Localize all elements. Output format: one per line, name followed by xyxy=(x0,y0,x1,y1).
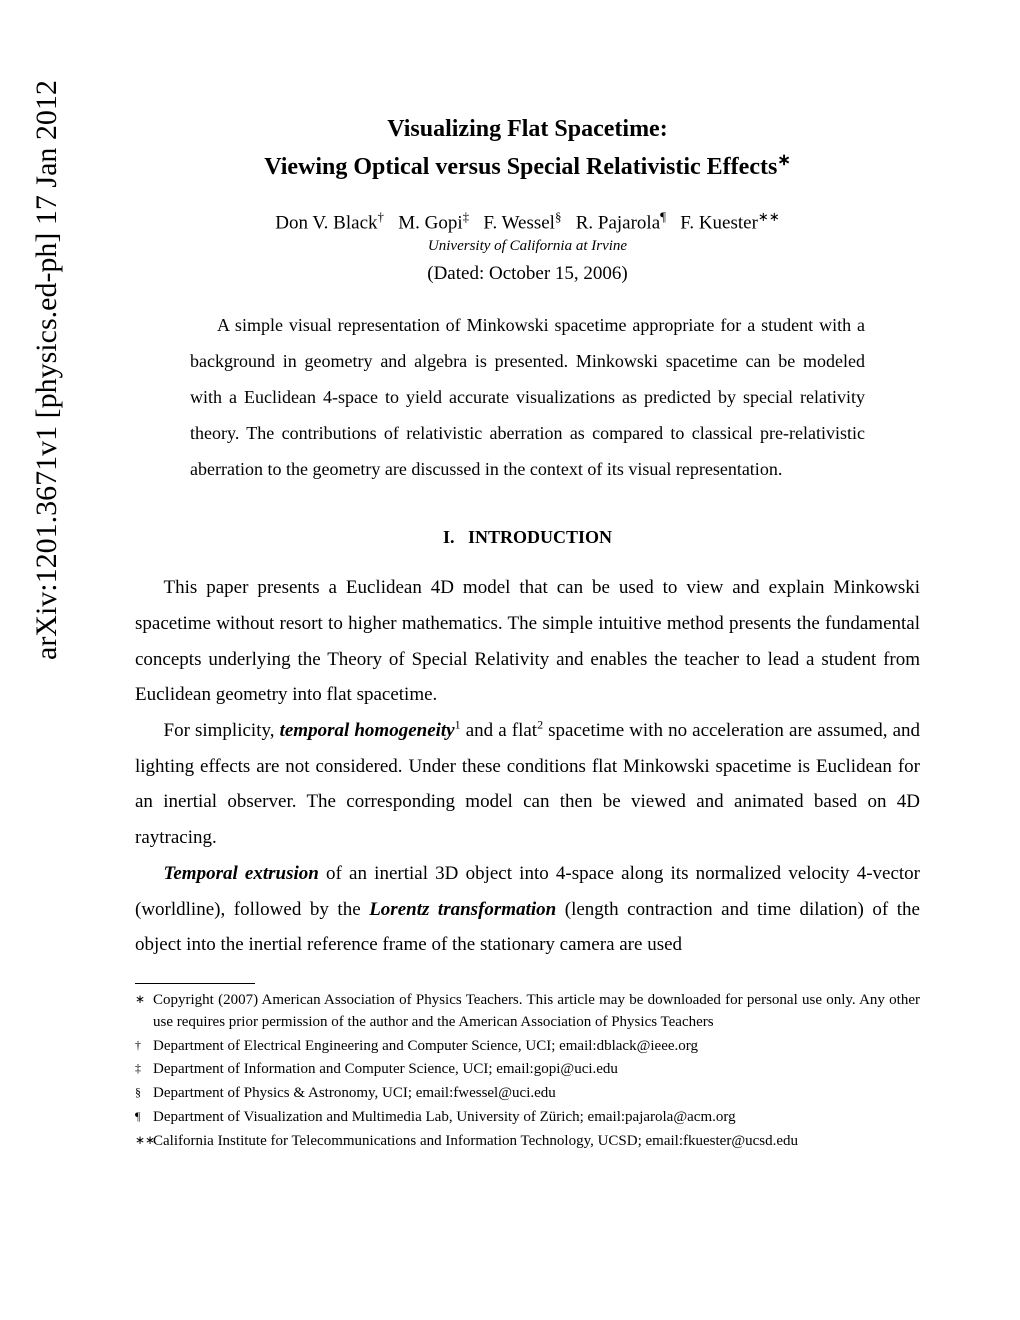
footnote-5-sym: ¶ xyxy=(135,1107,153,1129)
author-4: R. Pajarola xyxy=(576,212,660,233)
footnote-5: ¶ Department of Visualization and Multim… xyxy=(135,1107,920,1129)
section-heading: I. INTRODUCTION xyxy=(135,527,920,548)
footnote-2-text: Department of Electrical Engineering and… xyxy=(153,1036,920,1058)
footnote-6: ∗∗ California Institute for Telecommunic… xyxy=(135,1131,920,1153)
dated: (Dated: October 15, 2006) xyxy=(135,263,920,285)
author-2: M. Gopi xyxy=(398,212,462,233)
footnote-1-sym: ∗ xyxy=(135,990,153,1034)
footnote-2: † Department of Electrical Engineering a… xyxy=(135,1036,920,1058)
author-1-marker: † xyxy=(378,209,385,224)
affiliation: University of California at Irvine xyxy=(135,238,920,255)
title-text-2: Viewing Optical versus Special Relativis… xyxy=(264,154,777,180)
footnote-1: ∗ Copyright (2007) American Association … xyxy=(135,990,920,1034)
title-line-2: Viewing Optical versus Special Relativis… xyxy=(135,148,920,186)
footnote-4-text: Department of Physics & Astronomy, UCI; … xyxy=(153,1083,920,1105)
title-line-1: Visualizing Flat Spacetime: xyxy=(135,110,920,148)
author-2-marker: ‡ xyxy=(463,209,470,224)
author-1: Don V. Black xyxy=(275,212,377,233)
p2-text-a: For simplicity, xyxy=(164,720,280,741)
body-paragraph-2: For simplicity, temporal homogeneity1 an… xyxy=(135,713,920,856)
author-5: F. Kuester xyxy=(680,212,758,233)
author-3-marker: § xyxy=(555,209,562,224)
page-content: Visualizing Flat Spacetime: Viewing Opti… xyxy=(0,0,1020,1320)
section-number: I. xyxy=(443,527,455,547)
abstract: A simple visual representation of Minkow… xyxy=(190,307,865,487)
footnote-5-text: Department of Visualization and Multimed… xyxy=(153,1107,920,1129)
footnote-rule xyxy=(135,983,255,984)
author-3: F. Wessel xyxy=(483,212,555,233)
body-paragraph-1: This paper presents a Euclidean 4D model… xyxy=(135,570,920,713)
footnote-2-sym: † xyxy=(135,1036,153,1058)
footnote-6-sym: ∗∗ xyxy=(135,1131,153,1153)
title-footnote-marker: ∗ xyxy=(777,152,790,169)
footnote-4: § Department of Physics & Astronomy, UCI… xyxy=(135,1083,920,1105)
footnote-6-text: California Institute for Telecommunicati… xyxy=(153,1131,920,1153)
footnote-4-sym: § xyxy=(135,1083,153,1105)
arxiv-stamp: arXiv:1201.3671v1 [physics.ed-ph] 17 Jan… xyxy=(30,80,64,660)
author-list: Don V. Black† M. Gopi‡ F. Wessel§ R. Paj… xyxy=(135,209,920,234)
body-paragraph-3: Temporal extrusion of an inertial 3D obj… xyxy=(135,856,920,963)
footnote-3-sym: ‡ xyxy=(135,1059,153,1081)
footnotes: ∗ Copyright (2007) American Association … xyxy=(135,990,920,1152)
term-temporal-homogeneity: temporal homogeneity xyxy=(280,720,455,741)
footnote-3: ‡ Department of Information and Computer… xyxy=(135,1059,920,1081)
p2-text-b: and a flat xyxy=(461,720,537,741)
title-block: Visualizing Flat Spacetime: Viewing Opti… xyxy=(135,110,920,187)
author-4-marker: ¶ xyxy=(660,209,666,224)
footnote-3-text: Department of Information and Computer S… xyxy=(153,1059,920,1081)
term-lorentz-transformation: Lorentz transformation xyxy=(369,899,556,920)
term-temporal-extrusion: Temporal extrusion xyxy=(164,863,319,884)
author-5-marker: ∗∗ xyxy=(758,209,780,224)
footnote-1-text: Copyright (2007) American Association of… xyxy=(153,990,920,1034)
section-title: INTRODUCTION xyxy=(468,527,612,547)
